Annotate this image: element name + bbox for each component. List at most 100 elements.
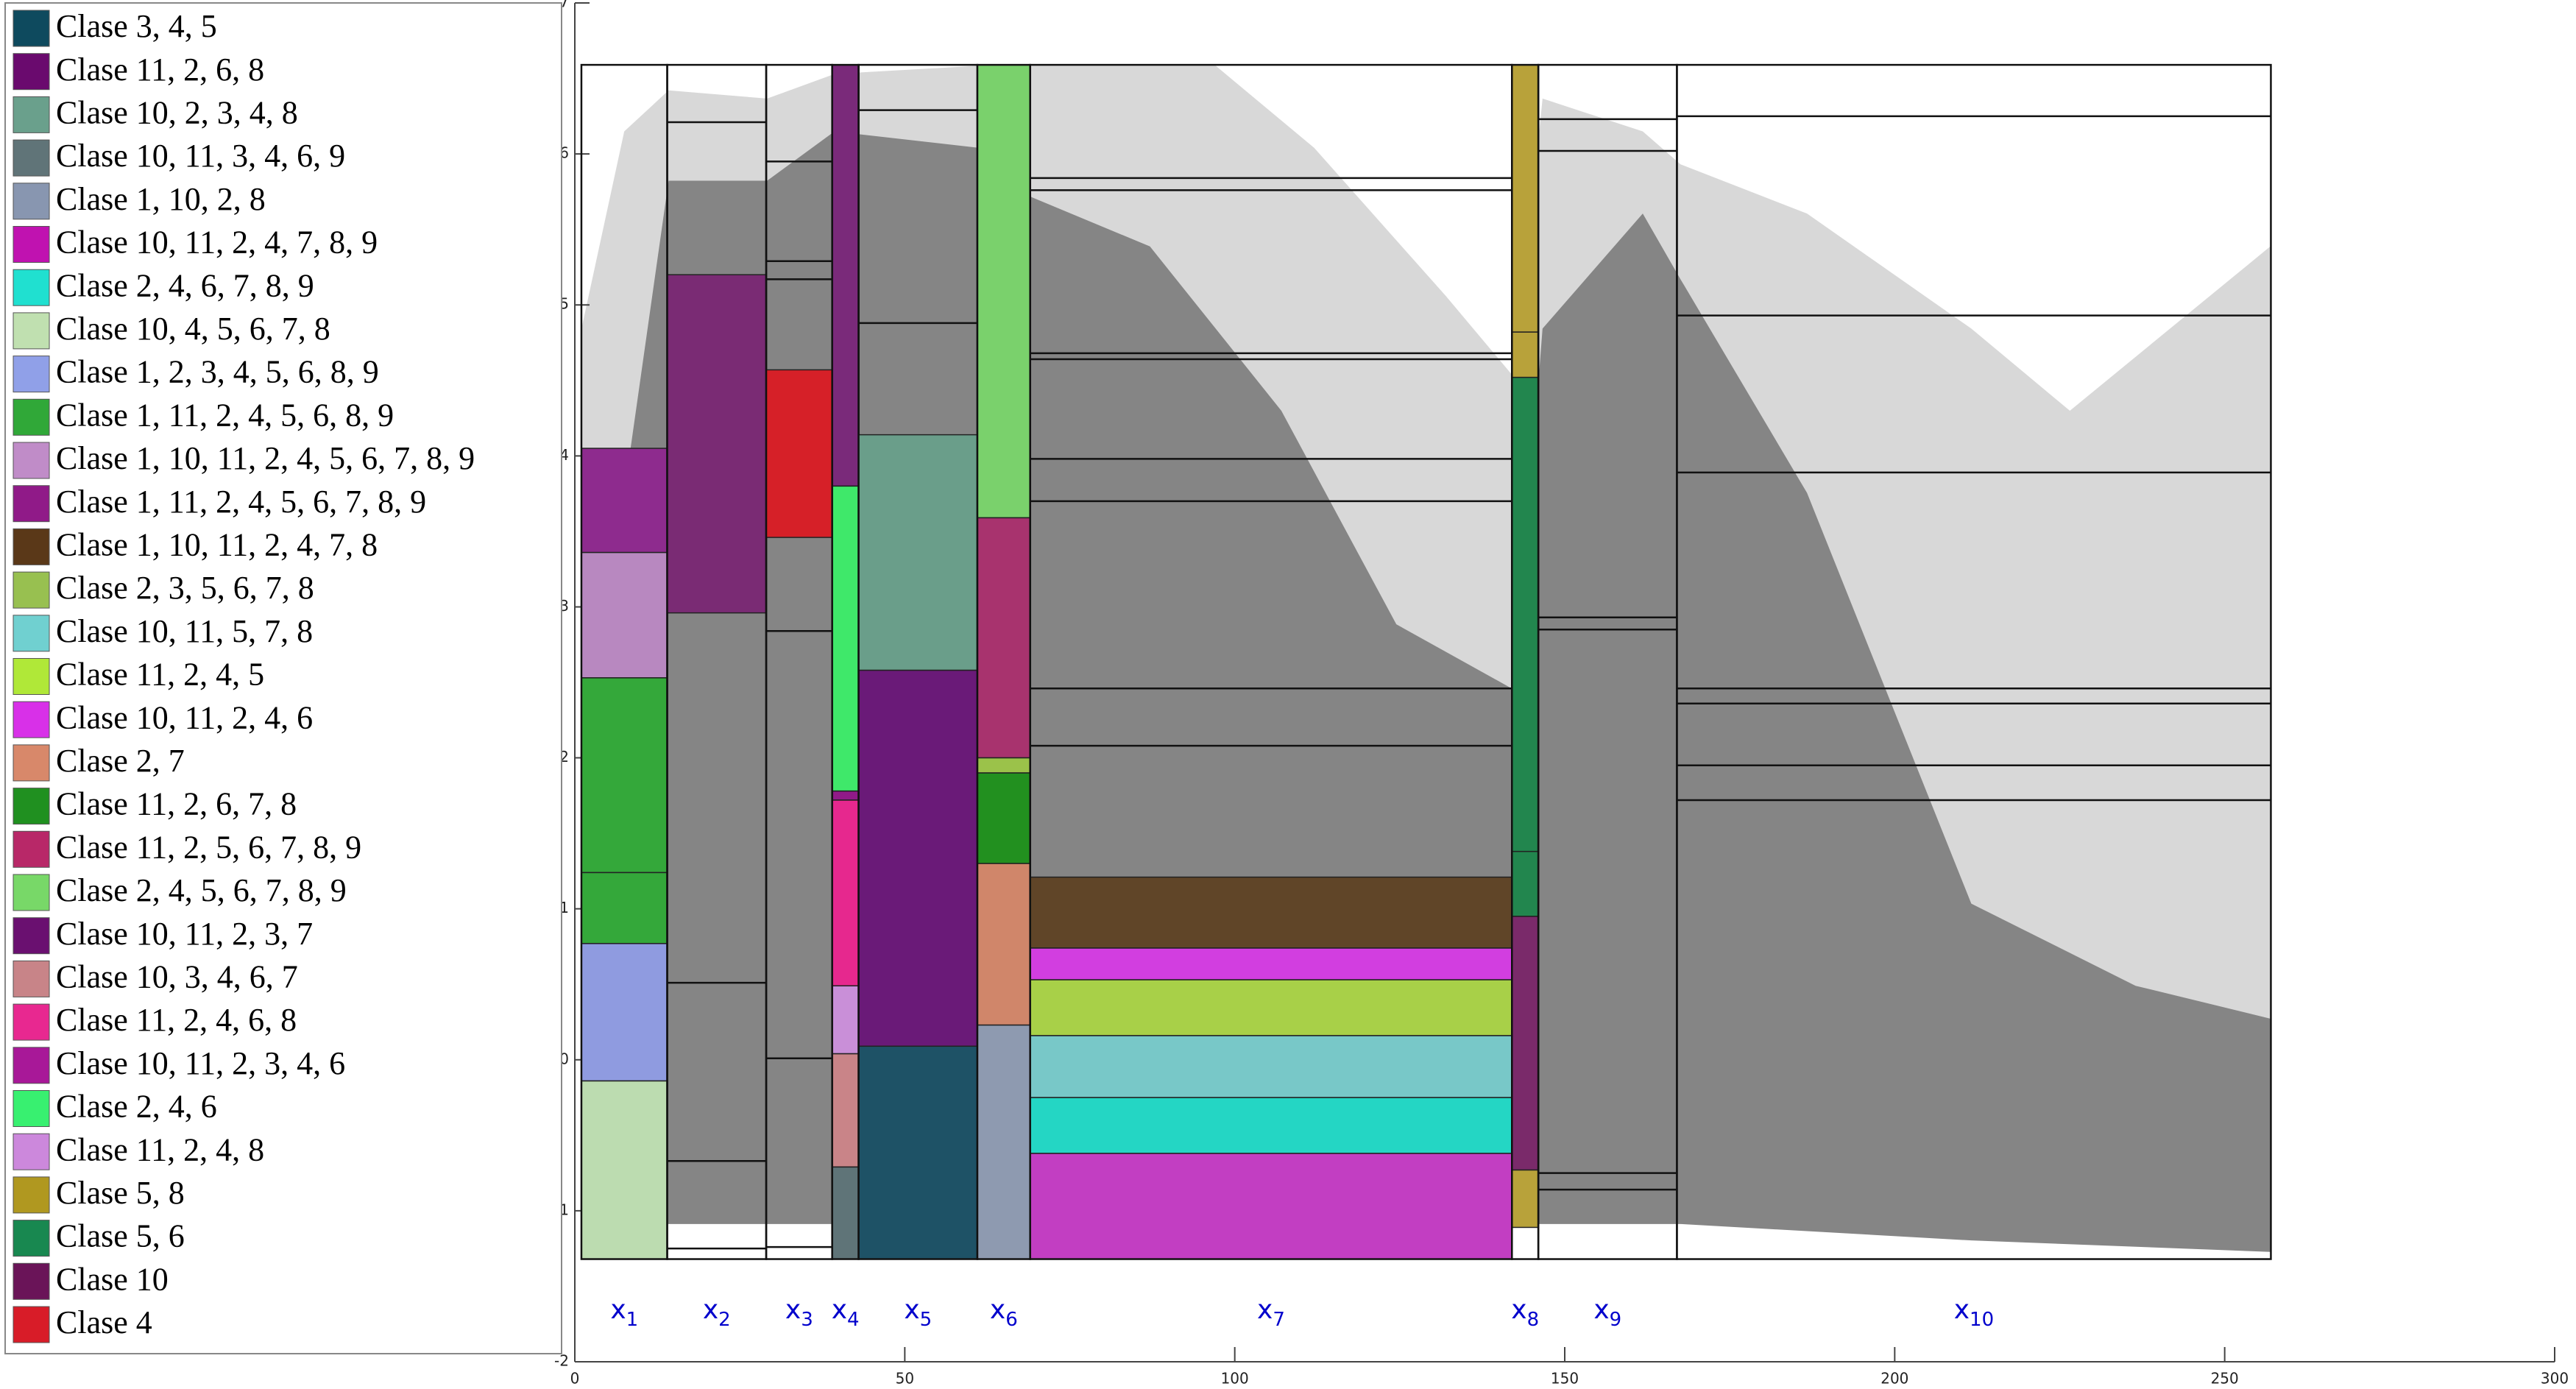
legend-label: Clase 10, 3, 4, 6, 7	[56, 958, 298, 994]
class-box	[581, 448, 668, 554]
class-box	[1029, 947, 1513, 980]
legend-swatch	[13, 615, 50, 652]
interval-name: x	[1593, 1295, 1609, 1325]
legend-label: Clase 10, 2, 3, 4, 8	[56, 94, 298, 130]
x-tick-label: 0	[570, 1370, 580, 1388]
legend-label: Clase 10, 11, 3, 4, 6, 9	[56, 138, 345, 174]
class-box	[831, 64, 860, 487]
interval-name: x	[1954, 1295, 1970, 1325]
interval-index: 3	[801, 1309, 813, 1331]
legend-swatch	[13, 528, 50, 565]
legend-swatch	[13, 744, 50, 782]
legend-label: Clase 10, 4, 5, 6, 7, 8	[56, 311, 330, 347]
legend-label: Clase 10, 11, 2, 4, 7, 8, 9	[56, 225, 378, 261]
interval-index: 10	[1970, 1309, 1994, 1331]
class-box	[1029, 1035, 1513, 1098]
class-box	[977, 64, 1031, 519]
interval-index: 8	[1527, 1309, 1540, 1331]
legend-label: Clase 11, 2, 5, 6, 7, 8, 9	[56, 829, 361, 865]
legend-swatch	[13, 139, 50, 177]
class-box	[1511, 916, 1539, 1171]
legend-label: Clase 11, 2, 4, 6, 8	[56, 1002, 297, 1038]
legend-label: Clase 5, 6	[56, 1218, 185, 1254]
legend-label: Clase 11, 2, 4, 8	[56, 1131, 264, 1167]
legend-swatch	[13, 917, 50, 955]
legend-label: Clase 1, 11, 2, 4, 5, 6, 7, 8, 9	[56, 484, 426, 520]
legend-label: Clase 1, 2, 3, 4, 5, 6, 8, 9	[56, 354, 379, 390]
legend-swatch	[13, 183, 50, 220]
interval-label: x4	[832, 1295, 860, 1331]
interval-index: 2	[718, 1309, 731, 1331]
class-box	[1029, 1097, 1513, 1154]
interval-label: x1	[610, 1295, 638, 1331]
class-box	[831, 799, 860, 987]
class-box	[1511, 331, 1539, 378]
legend-swatch	[13, 1220, 50, 1257]
class-box	[857, 1045, 978, 1260]
class-box	[1029, 979, 1513, 1036]
legend-swatch	[13, 356, 50, 393]
interval-label: x2	[703, 1295, 731, 1331]
class-box	[977, 772, 1031, 864]
class-box	[977, 1024, 1031, 1260]
legend-label: Clase 10, 11, 2, 4, 6	[56, 699, 313, 735]
class-box	[857, 669, 978, 1047]
interval-name: x	[832, 1295, 847, 1325]
legend: Clase 3, 4, 5 Clase 11, 2, 6, 8 Clase 10, …	[13, 8, 475, 1343]
interval-label: x5	[904, 1295, 932, 1331]
class-box	[831, 790, 860, 801]
legend-swatch	[13, 1090, 50, 1127]
legend-label: Clase 4	[56, 1304, 152, 1340]
interval-index: 9	[1610, 1309, 1622, 1331]
interval-name: x	[1257, 1295, 1273, 1325]
legend-swatch	[13, 1176, 50, 1214]
legend-swatch	[13, 1047, 50, 1084]
legend-swatch	[13, 398, 50, 436]
legend-label: Clase 1, 10, 2, 8	[56, 181, 266, 217]
class-box	[1511, 376, 1539, 852]
interval-name: x	[703, 1295, 718, 1325]
legend-swatch	[13, 788, 50, 825]
legend-swatch	[13, 874, 50, 911]
legend-swatch	[13, 442, 50, 479]
legend-label: Clase 11, 2, 6, 8	[56, 52, 264, 88]
legend-box	[4, 2, 562, 1354]
interval-label: x10	[1954, 1295, 1994, 1331]
legend-swatch	[13, 1003, 50, 1041]
interval-name: x	[990, 1295, 1005, 1325]
legend-label: Clase 11, 2, 4, 5	[56, 657, 264, 693]
legend-label: Clase 5, 8	[56, 1175, 185, 1211]
interval-index: 1	[626, 1309, 639, 1331]
legend-swatch	[13, 226, 50, 263]
legend-swatch	[13, 312, 50, 350]
class-box	[977, 863, 1031, 1026]
interval-name: x	[610, 1295, 626, 1325]
legend-label: Clase 2, 4, 6, 7, 8, 9	[56, 267, 314, 303]
x-tick-label: 150	[1551, 1370, 1579, 1388]
legend-label: Clase 10, 11, 2, 3, 7	[56, 916, 313, 952]
class-box	[857, 434, 978, 671]
legend-label: Clase 11, 2, 6, 7, 8	[56, 786, 297, 822]
class-box	[581, 677, 668, 874]
class-box	[1511, 64, 1539, 333]
interval-index: 5	[920, 1309, 933, 1331]
class-box	[666, 274, 767, 614]
class-box	[1029, 1153, 1513, 1260]
x-tick-label: 100	[1221, 1370, 1249, 1388]
x-tick-label: 300	[2541, 1370, 2569, 1388]
legend-label: Clase 1, 10, 11, 2, 4, 7, 8	[56, 526, 378, 562]
x-tick-label: 200	[1880, 1370, 1908, 1388]
legend-label: Clase 2, 3, 5, 6, 7, 8	[56, 570, 314, 606]
interval-name: x	[1511, 1295, 1526, 1325]
interval-label: x9	[1593, 1295, 1621, 1331]
x-tick-label: 50	[896, 1370, 914, 1388]
legend-label: Clase 10, 11, 2, 3, 4, 6	[56, 1045, 345, 1081]
legend-swatch	[13, 53, 50, 91]
class-box	[831, 485, 860, 792]
legend-label: Clase 3, 4, 5	[56, 8, 217, 44]
class-box	[977, 757, 1031, 774]
class-box	[581, 872, 668, 944]
interval-name: x	[785, 1295, 801, 1325]
